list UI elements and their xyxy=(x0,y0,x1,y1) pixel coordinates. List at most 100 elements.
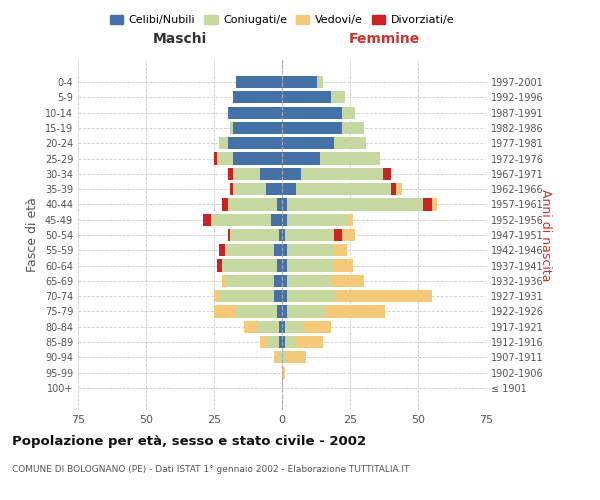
Bar xyxy=(214,306,236,318)
Bar xyxy=(287,198,424,210)
Bar xyxy=(279,336,282,348)
Bar xyxy=(285,352,307,364)
Bar xyxy=(391,183,396,195)
Bar xyxy=(383,168,391,180)
Bar xyxy=(334,244,347,256)
Bar xyxy=(285,320,304,333)
Bar xyxy=(282,366,285,379)
Bar xyxy=(287,260,334,272)
Bar xyxy=(282,152,320,164)
Text: Femmine: Femmine xyxy=(349,32,419,46)
Text: COMUNE DI BOLOGNANO (PE) - Dati ISTAT 1° gennaio 2002 - Elaborazione TUTTITALIA.: COMUNE DI BOLOGNANO (PE) - Dati ISTAT 1°… xyxy=(12,465,409,474)
Bar xyxy=(230,122,233,134)
Bar xyxy=(282,260,287,272)
Bar xyxy=(277,306,282,318)
Bar xyxy=(282,229,285,241)
Bar xyxy=(347,214,353,226)
Bar xyxy=(285,336,296,348)
Bar xyxy=(227,168,233,180)
Bar xyxy=(217,152,233,164)
Bar xyxy=(282,91,331,104)
Bar xyxy=(236,306,277,318)
Bar xyxy=(266,183,282,195)
Bar xyxy=(277,260,282,272)
Bar xyxy=(211,214,271,226)
Bar xyxy=(282,122,342,134)
Bar xyxy=(227,137,282,149)
Y-axis label: Fasce di età: Fasce di età xyxy=(26,198,39,272)
Bar xyxy=(222,275,225,287)
Bar xyxy=(431,198,437,210)
Bar xyxy=(279,352,282,364)
Bar xyxy=(230,183,233,195)
Bar xyxy=(304,320,331,333)
Bar xyxy=(287,306,326,318)
Bar xyxy=(220,137,227,149)
Bar xyxy=(301,168,383,180)
Bar xyxy=(296,336,323,348)
Bar xyxy=(233,152,282,164)
Bar xyxy=(227,106,282,118)
Bar xyxy=(282,198,287,210)
Bar xyxy=(274,275,282,287)
Bar xyxy=(233,91,282,104)
Bar xyxy=(233,183,266,195)
Bar xyxy=(257,320,279,333)
Bar xyxy=(287,275,331,287)
Bar xyxy=(331,91,344,104)
Bar xyxy=(282,214,287,226)
Bar xyxy=(227,198,277,210)
Bar xyxy=(396,183,401,195)
Bar xyxy=(225,244,274,256)
Text: Maschi: Maschi xyxy=(153,32,207,46)
Bar xyxy=(225,275,274,287)
Legend: Celibi/Nubili, Coniugati/e, Vedovi/e, Divorziati/e: Celibi/Nubili, Coniugati/e, Vedovi/e, Di… xyxy=(106,10,458,30)
Bar xyxy=(233,122,282,134)
Bar xyxy=(282,244,287,256)
Bar xyxy=(236,76,282,88)
Bar xyxy=(271,214,282,226)
Bar xyxy=(260,336,268,348)
Bar xyxy=(285,229,334,241)
Bar xyxy=(220,290,274,302)
Bar xyxy=(296,183,391,195)
Bar xyxy=(326,306,385,318)
Bar xyxy=(233,168,260,180)
Bar xyxy=(217,260,222,272)
Bar xyxy=(227,229,230,241)
Text: Popolazione per età, sesso e stato civile - 2002: Popolazione per età, sesso e stato civil… xyxy=(12,435,366,448)
Bar xyxy=(320,152,380,164)
Bar xyxy=(282,137,334,149)
Bar xyxy=(214,290,220,302)
Bar xyxy=(279,320,282,333)
Bar xyxy=(274,290,282,302)
Bar xyxy=(287,214,347,226)
Bar xyxy=(220,244,225,256)
Bar xyxy=(268,336,279,348)
Bar xyxy=(342,229,355,241)
Bar xyxy=(334,229,342,241)
Bar xyxy=(282,306,287,318)
Bar xyxy=(282,76,317,88)
Bar xyxy=(342,106,355,118)
Bar xyxy=(282,320,285,333)
Bar xyxy=(331,275,364,287)
Bar xyxy=(282,106,342,118)
Bar xyxy=(277,198,282,210)
Bar xyxy=(230,229,279,241)
Bar xyxy=(334,260,353,272)
Bar xyxy=(287,290,337,302)
Bar xyxy=(222,260,277,272)
Bar xyxy=(282,168,301,180)
Bar xyxy=(337,290,431,302)
Bar xyxy=(279,229,282,241)
Bar xyxy=(222,198,227,210)
Y-axis label: Anni di nascita: Anni di nascita xyxy=(539,188,552,281)
Bar xyxy=(214,152,217,164)
Bar xyxy=(260,168,282,180)
Bar xyxy=(282,290,287,302)
Bar xyxy=(244,320,257,333)
Bar xyxy=(342,122,364,134)
Bar xyxy=(203,214,211,226)
Bar xyxy=(317,76,323,88)
